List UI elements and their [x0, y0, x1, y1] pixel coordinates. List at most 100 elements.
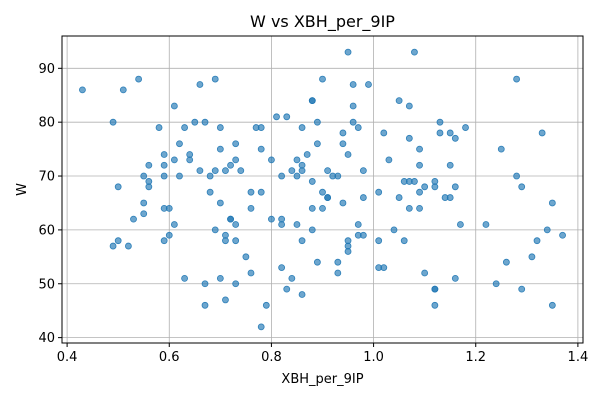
scatter-point	[278, 172, 286, 180]
scatter-point	[319, 188, 326, 196]
scatter-point	[543, 226, 551, 234]
plot-frame	[61, 35, 584, 344]
scatter-point	[232, 280, 240, 288]
scatter-point	[181, 274, 188, 282]
scatter-point	[319, 204, 326, 212]
scatter-point	[446, 129, 454, 137]
scatter-point	[109, 118, 117, 126]
scatter-point	[283, 285, 291, 293]
scatter-point	[232, 221, 240, 228]
scatter-point	[227, 215, 234, 223]
y-tick-label: 40	[38, 331, 55, 346]
scatter-point	[232, 156, 240, 164]
scatter-point	[170, 221, 178, 228]
scatter-point	[206, 172, 214, 180]
scatter-point	[293, 221, 301, 228]
scatter-point	[176, 172, 183, 180]
scatter-point	[313, 118, 321, 126]
scatter-point	[242, 253, 250, 261]
scatter-point	[365, 81, 372, 88]
scatter-point	[135, 75, 143, 83]
scatter-point	[308, 178, 316, 185]
axis-ticks: 0.4 0.6 0.8 1.0 1.2 1.4 40 50 60 70 80 90	[38, 62, 588, 365]
scatter-point	[349, 102, 357, 110]
scatter-point	[201, 301, 209, 309]
scatter-point	[145, 183, 153, 191]
scatter-point	[237, 167, 245, 175]
scatter-point	[216, 274, 224, 282]
gridlines	[62, 36, 583, 343]
y-tick-label: 90	[38, 62, 55, 77]
scatter-point	[257, 124, 265, 131]
scatter-point	[298, 237, 306, 245]
scatter-point	[308, 226, 316, 234]
scatter-point	[359, 167, 367, 175]
scatter-point	[232, 140, 240, 148]
scatter-point	[431, 285, 439, 293]
scatter-point	[176, 140, 183, 148]
scatter-point	[354, 221, 362, 228]
scatter-point	[160, 151, 168, 158]
scatter-point	[344, 151, 352, 158]
scatter-point	[211, 226, 219, 234]
scatter-point	[196, 167, 204, 175]
scatter-point	[160, 161, 168, 169]
scatter-point	[324, 167, 332, 175]
scatter-point	[303, 151, 311, 158]
scatter-point	[339, 199, 347, 207]
chart-title: W vs XBH_per_9IP	[250, 12, 395, 32]
scatter-point	[257, 145, 265, 153]
scatter-point	[518, 285, 526, 293]
scatter-point	[385, 156, 393, 164]
scatter-point	[155, 124, 163, 131]
scatter-point	[416, 204, 423, 212]
scatter-point	[308, 204, 316, 212]
scatter-point	[411, 178, 418, 185]
scatter-point	[313, 258, 321, 266]
scatter-point	[518, 183, 526, 191]
scatter-point	[283, 113, 291, 121]
y-tick-label: 70	[38, 170, 55, 185]
scatter-point	[206, 188, 214, 196]
scatter-point	[513, 75, 520, 83]
scatter-point	[416, 188, 423, 196]
x-axis-label: XBH_per_9IP	[281, 372, 363, 387]
scatter-point	[222, 296, 229, 304]
scatter-point	[421, 183, 429, 191]
scatter-point	[313, 140, 321, 148]
scatter-point	[232, 237, 240, 245]
scatter-point	[497, 145, 505, 153]
scatter-point	[416, 145, 423, 153]
scatter-point	[400, 237, 408, 245]
scatter-point	[181, 124, 188, 131]
scatter-point	[119, 86, 127, 94]
scatter-point	[502, 258, 510, 266]
scatter-point	[354, 124, 362, 131]
scatter-point	[191, 118, 199, 126]
scatter-point	[482, 221, 490, 228]
scatter-point	[211, 75, 219, 83]
x-tick-label: 0.4	[57, 350, 78, 365]
scatter-point	[457, 221, 464, 228]
scatter-point	[298, 291, 306, 298]
scatter-point	[349, 118, 357, 126]
scatter-point	[140, 210, 148, 218]
scatter-point	[334, 269, 342, 277]
y-tick-label: 80	[38, 116, 55, 131]
scatter-point	[533, 237, 541, 245]
scatter-point	[334, 258, 342, 266]
scatter-point	[395, 97, 403, 105]
scatter-point	[201, 280, 209, 288]
scatter-point	[222, 167, 229, 175]
scatter-point	[416, 161, 423, 169]
scatter-point	[559, 231, 566, 239]
scatter-point	[160, 172, 168, 180]
scatter-point	[436, 129, 444, 137]
scatter-point	[538, 129, 546, 137]
scatter-point	[278, 264, 286, 271]
x-tick-label: 0.6	[159, 350, 180, 365]
scatter-point	[273, 113, 280, 121]
scatter-point	[222, 231, 229, 239]
